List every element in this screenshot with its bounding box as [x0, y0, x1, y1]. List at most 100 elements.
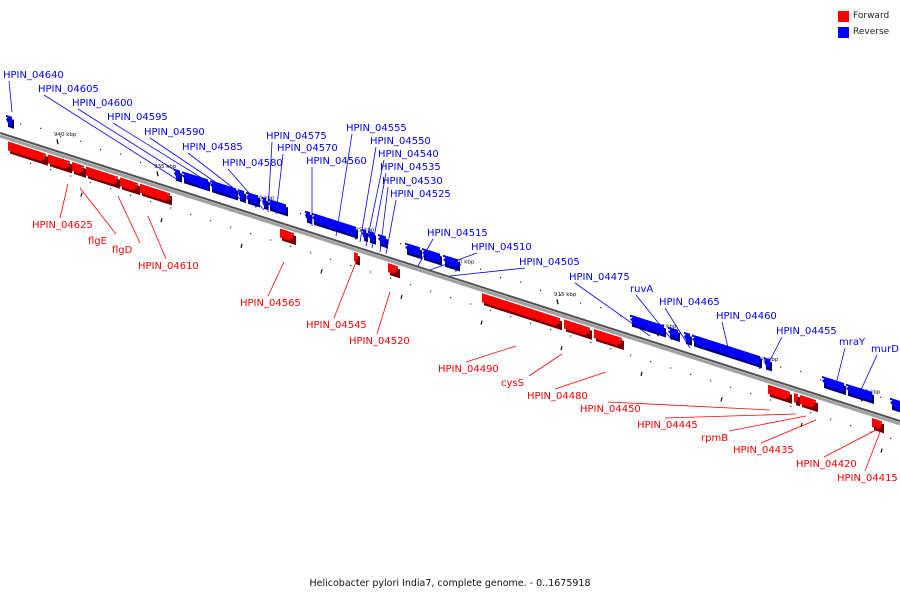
minor-tick — [460, 264, 462, 266]
minor-tick — [820, 379, 822, 381]
label-leader-line — [528, 353, 563, 377]
gene-label: HPIN_04450 — [580, 404, 641, 415]
gene-label: HPIN_04480 — [527, 391, 588, 402]
gene-label: HPIN_04580 — [222, 158, 283, 169]
minor-tick — [880, 396, 882, 398]
gene-label: HPIN_04610 — [138, 261, 199, 272]
gene-label: HPIN_04570 — [277, 143, 338, 154]
minor-tick — [260, 200, 262, 202]
label-leader-line — [728, 415, 807, 432]
minor-tick — [520, 281, 522, 283]
minor-tick — [560, 294, 562, 296]
reverse-gene-arrow — [630, 314, 666, 338]
minor-tick — [90, 181, 92, 183]
minor-tick — [580, 302, 582, 304]
gene-label: rpmB — [701, 433, 728, 444]
minor-tick — [830, 418, 832, 420]
label-leader-line — [275, 153, 284, 215]
gene-label: HPIN_04475 — [569, 272, 630, 283]
minor-tick — [350, 265, 352, 267]
label-leader-line — [635, 294, 673, 341]
reverse-gene-arrow — [312, 212, 358, 239]
label-leader-line — [267, 261, 285, 297]
minor-tick — [290, 245, 292, 247]
minor-tick — [110, 188, 112, 190]
gene-label: HPIN_04445 — [637, 420, 698, 431]
label-leader-line — [147, 215, 167, 260]
reverse-gene-arrow — [846, 383, 874, 405]
minor-tick — [400, 294, 403, 300]
reverse-gene-arrow — [668, 326, 680, 342]
label-leader-line — [187, 152, 255, 205]
label-leader-line — [449, 267, 526, 277]
minor-tick — [30, 162, 32, 164]
map-caption: Helicobacter pylori India7, complete gen… — [309, 578, 591, 589]
minor-tick — [210, 220, 212, 222]
minor-tick — [630, 354, 632, 356]
minor-tick — [60, 136, 62, 138]
minor-tick — [560, 346, 563, 351]
minor-tick — [600, 307, 602, 309]
reverse-gene-arrow — [422, 248, 442, 266]
gene-label: HPIN_04585 — [182, 142, 243, 153]
minor-tick — [880, 448, 883, 453]
minor-tick — [510, 316, 512, 318]
forward-gene-arrow — [800, 395, 818, 413]
label-leader-line — [227, 168, 265, 211]
legend-reverse-label: Reverse — [853, 27, 890, 37]
reverse-gene-arrow — [268, 198, 288, 217]
gene-label: HPIN_04530 — [382, 176, 443, 187]
label-leader-line — [429, 252, 478, 271]
gene-label: HPIN_04455 — [776, 326, 837, 337]
label-leader-line — [43, 94, 179, 181]
minor-tick — [750, 393, 752, 395]
gene-label: HPIN_04605 — [38, 84, 99, 95]
minor-tick — [810, 412, 812, 414]
gene-label: HPIN_04435 — [733, 445, 794, 456]
label-leader-line — [79, 187, 117, 235]
minor-tick — [140, 161, 142, 163]
gene-label: HPIN_04490 — [438, 364, 499, 375]
gene-label: HPIN_04415 — [837, 473, 898, 484]
minor-tick — [190, 213, 192, 215]
minor-tick — [780, 366, 782, 368]
minor-tick — [360, 230, 362, 232]
gene-label: HPIN_04625 — [32, 220, 93, 231]
scale-tick — [56, 139, 59, 145]
reverse-gene-arrow — [262, 196, 268, 211]
minor-tick — [710, 380, 712, 382]
label-leader-line — [267, 141, 273, 213]
label-leader-line — [574, 282, 651, 337]
minor-tick — [720, 397, 723, 402]
forward-gene-arrow — [388, 263, 400, 279]
gene-label: HPIN_04510 — [471, 242, 532, 253]
gene-label: HPIN_04505 — [519, 257, 580, 268]
label-leader-line — [112, 122, 235, 199]
minor-tick — [20, 123, 22, 125]
scale-label: 935 kbp — [154, 164, 177, 170]
label-leader-line — [664, 307, 691, 349]
label-leader-line — [864, 431, 881, 472]
reverse-gene-arrow — [822, 376, 846, 396]
minor-tick — [530, 322, 532, 324]
legend-forward-label: Forward — [853, 11, 890, 21]
reverse-gene-arrow — [764, 357, 772, 372]
forward-gene-arrow — [140, 183, 172, 206]
legend-item-reverse: Reverse — [838, 25, 900, 39]
reverse-gene-arrow — [6, 114, 14, 129]
minor-tick — [430, 290, 432, 292]
scale-tick — [156, 171, 159, 177]
minor-tick — [640, 371, 643, 376]
gene-label: HPIN_04590 — [144, 127, 205, 138]
label-leader-line — [371, 172, 387, 249]
reverse-gene-arrow — [378, 233, 388, 249]
gene-label: murD — [871, 344, 899, 355]
gene-label: HPIN_04550 — [370, 136, 431, 147]
minor-tick — [800, 371, 802, 373]
forward-gene-arrow — [768, 384, 792, 404]
minor-tick — [570, 335, 572, 337]
gene-label: HPIN_04465 — [659, 297, 720, 308]
label-leader-line — [554, 371, 607, 390]
label-leader-line — [664, 413, 797, 419]
minor-tick — [490, 309, 492, 311]
